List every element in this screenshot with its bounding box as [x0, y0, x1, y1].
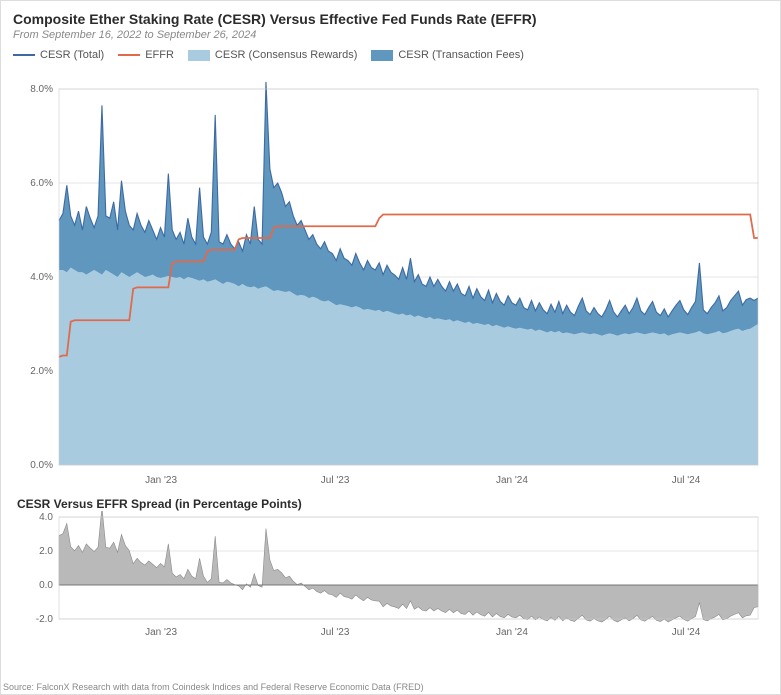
x-tick-label: Jul '24 — [672, 475, 701, 486]
legend-cesr-total: CESR (Total) — [13, 49, 104, 61]
y-tick-label: 0.0% — [30, 460, 53, 471]
x-tick-label: Jan '23 — [145, 627, 177, 638]
y-tick-label: 4.0% — [30, 272, 53, 283]
chart-subtitle: From September 16, 2022 to September 26,… — [13, 29, 768, 41]
main-chart: 0.0% 2.0% 4.0% 6.0% 8.0% Jan '23 Jul '23 Jan '2… — [13, 71, 768, 491]
legend-cesr-txfees: CESR (Transaction Fees) — [371, 49, 524, 61]
x-tick-label: Jan '24 — [496, 627, 528, 638]
y-tick-label: 8.0% — [30, 84, 53, 95]
y-tick-label: 2.0% — [30, 366, 53, 377]
legend: CESR (Total) EFFR CESR (Consensus Rewards)… — [13, 49, 768, 61]
chart-title: Composite Ether Staking Rate (CESR) Vers… — [13, 11, 768, 27]
y-tick-label: 0.0 — [39, 580, 53, 591]
source-note: Source: FalconX Research with data from … — [3, 682, 424, 692]
x-tick-label: Jul '24 — [672, 627, 701, 638]
legend-cesr-consensus: CESR (Consensus Rewards) — [188, 49, 357, 61]
x-tick-label: Jan '23 — [145, 475, 177, 486]
x-tick-label: Jul '23 — [321, 627, 350, 638]
y-tick-label: -2.0 — [36, 614, 54, 625]
y-tick-label: 2.0 — [39, 546, 53, 557]
spread-chart-title: CESR Versus EFFR Spread (in Percentage P… — [17, 497, 768, 511]
x-tick-label: Jan '24 — [496, 475, 528, 486]
y-tick-label: 4.0 — [39, 512, 53, 523]
area-spread — [59, 511, 758, 622]
x-tick-label: Jul '23 — [321, 475, 350, 486]
legend-effr: EFFR — [118, 49, 174, 61]
y-tick-label: 6.0% — [30, 178, 53, 189]
spread-chart: -2.0 0.0 2.0 4.0 Jan '23 Jul '23 Jan '24 Jul '2… — [13, 511, 768, 641]
